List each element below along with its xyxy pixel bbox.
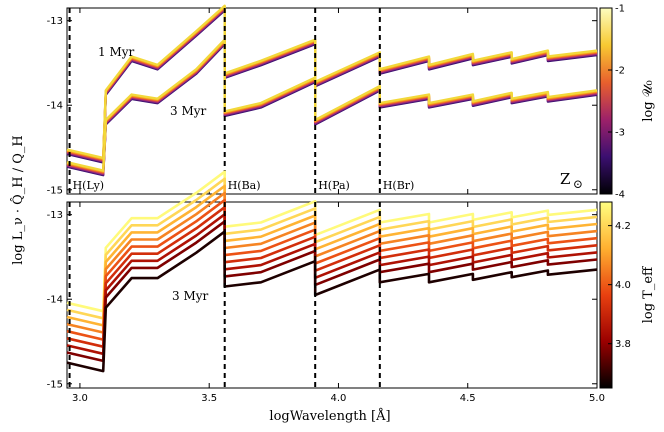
- y-tick-label: -13: [47, 210, 63, 221]
- colorbar-tick-label: -2: [615, 66, 625, 77]
- colorbar-tick-label: 4.2: [615, 221, 631, 232]
- series-line: [66, 5, 598, 160]
- y-tick-label: -14: [47, 101, 63, 112]
- top-panel: -15 -14 -13 H(Ly) H(Ba) H(Pa) H(Br) 1 Myr 3 Myr Z…: [47, 4, 656, 201]
- series-line: [66, 177, 598, 320]
- x-tick-label: 5.0: [589, 393, 605, 404]
- series-line: [66, 184, 598, 327]
- x-tick-label: 4.0: [331, 393, 347, 404]
- colorbar-label: log 𝒰₀: [641, 80, 656, 121]
- colorbar-tick-label: -4: [615, 190, 625, 201]
- colorbar-tick-label: 3.8: [615, 339, 631, 350]
- x-axis-label: logWavelength [Å]: [269, 408, 390, 424]
- metallicity-label: Z: [560, 170, 570, 188]
- y-axis-label: log L_ν · Q̂_H / Q_H: [10, 135, 26, 265]
- series-line: [66, 9, 598, 164]
- edge-label: H(Br): [383, 179, 415, 192]
- series-line: [66, 38, 598, 172]
- colorbar-tick-label: -3: [615, 128, 625, 139]
- y-tick-label: -13: [47, 16, 63, 27]
- x-tick-label: 4.5: [460, 393, 476, 404]
- series-line: [66, 205, 598, 348]
- series-line: [66, 4, 598, 160]
- series-line: [66, 170, 598, 313]
- series-line: [66, 198, 598, 341]
- age-annotation: 3 Myr: [170, 104, 207, 118]
- y-tick-label: -15: [47, 185, 63, 196]
- colorbar-tick-label: -1: [615, 4, 625, 15]
- plot-frame: [66, 7, 598, 195]
- series-line: [66, 191, 598, 334]
- edge-label: H(Ba): [228, 179, 261, 192]
- colorbar: [599, 7, 613, 195]
- bottom-panel: -15 -14 -13 3.0 3.5 4.0 4.5 5.0 3 Myr 4.2 4.0 3.8 lo…: [47, 170, 656, 404]
- series-line: [66, 220, 598, 363]
- x-tick-label: 3.0: [72, 393, 88, 404]
- series-line: [66, 8, 598, 163]
- series-line: [66, 7, 598, 162]
- metallicity-symbol: ⊙: [573, 177, 583, 191]
- edge-label: H(Ly): [73, 179, 105, 192]
- x-tick-label: 3.5: [201, 393, 217, 404]
- y-tick-label: -14: [47, 295, 63, 306]
- colorbar-label: log T_eff: [641, 265, 656, 323]
- y-tick-label: -15: [47, 379, 63, 390]
- colorbar: [599, 201, 613, 389]
- series-line: [66, 213, 598, 356]
- colorbar-tick-label: 4.0: [615, 280, 631, 291]
- edge-label: H(Pa): [318, 179, 350, 192]
- series-line: [66, 6, 598, 161]
- series-line: [66, 230, 598, 373]
- plot-frame: [66, 201, 598, 389]
- age-annotation: 1 Myr: [98, 45, 135, 59]
- age-annotation: 3 Myr: [172, 289, 209, 303]
